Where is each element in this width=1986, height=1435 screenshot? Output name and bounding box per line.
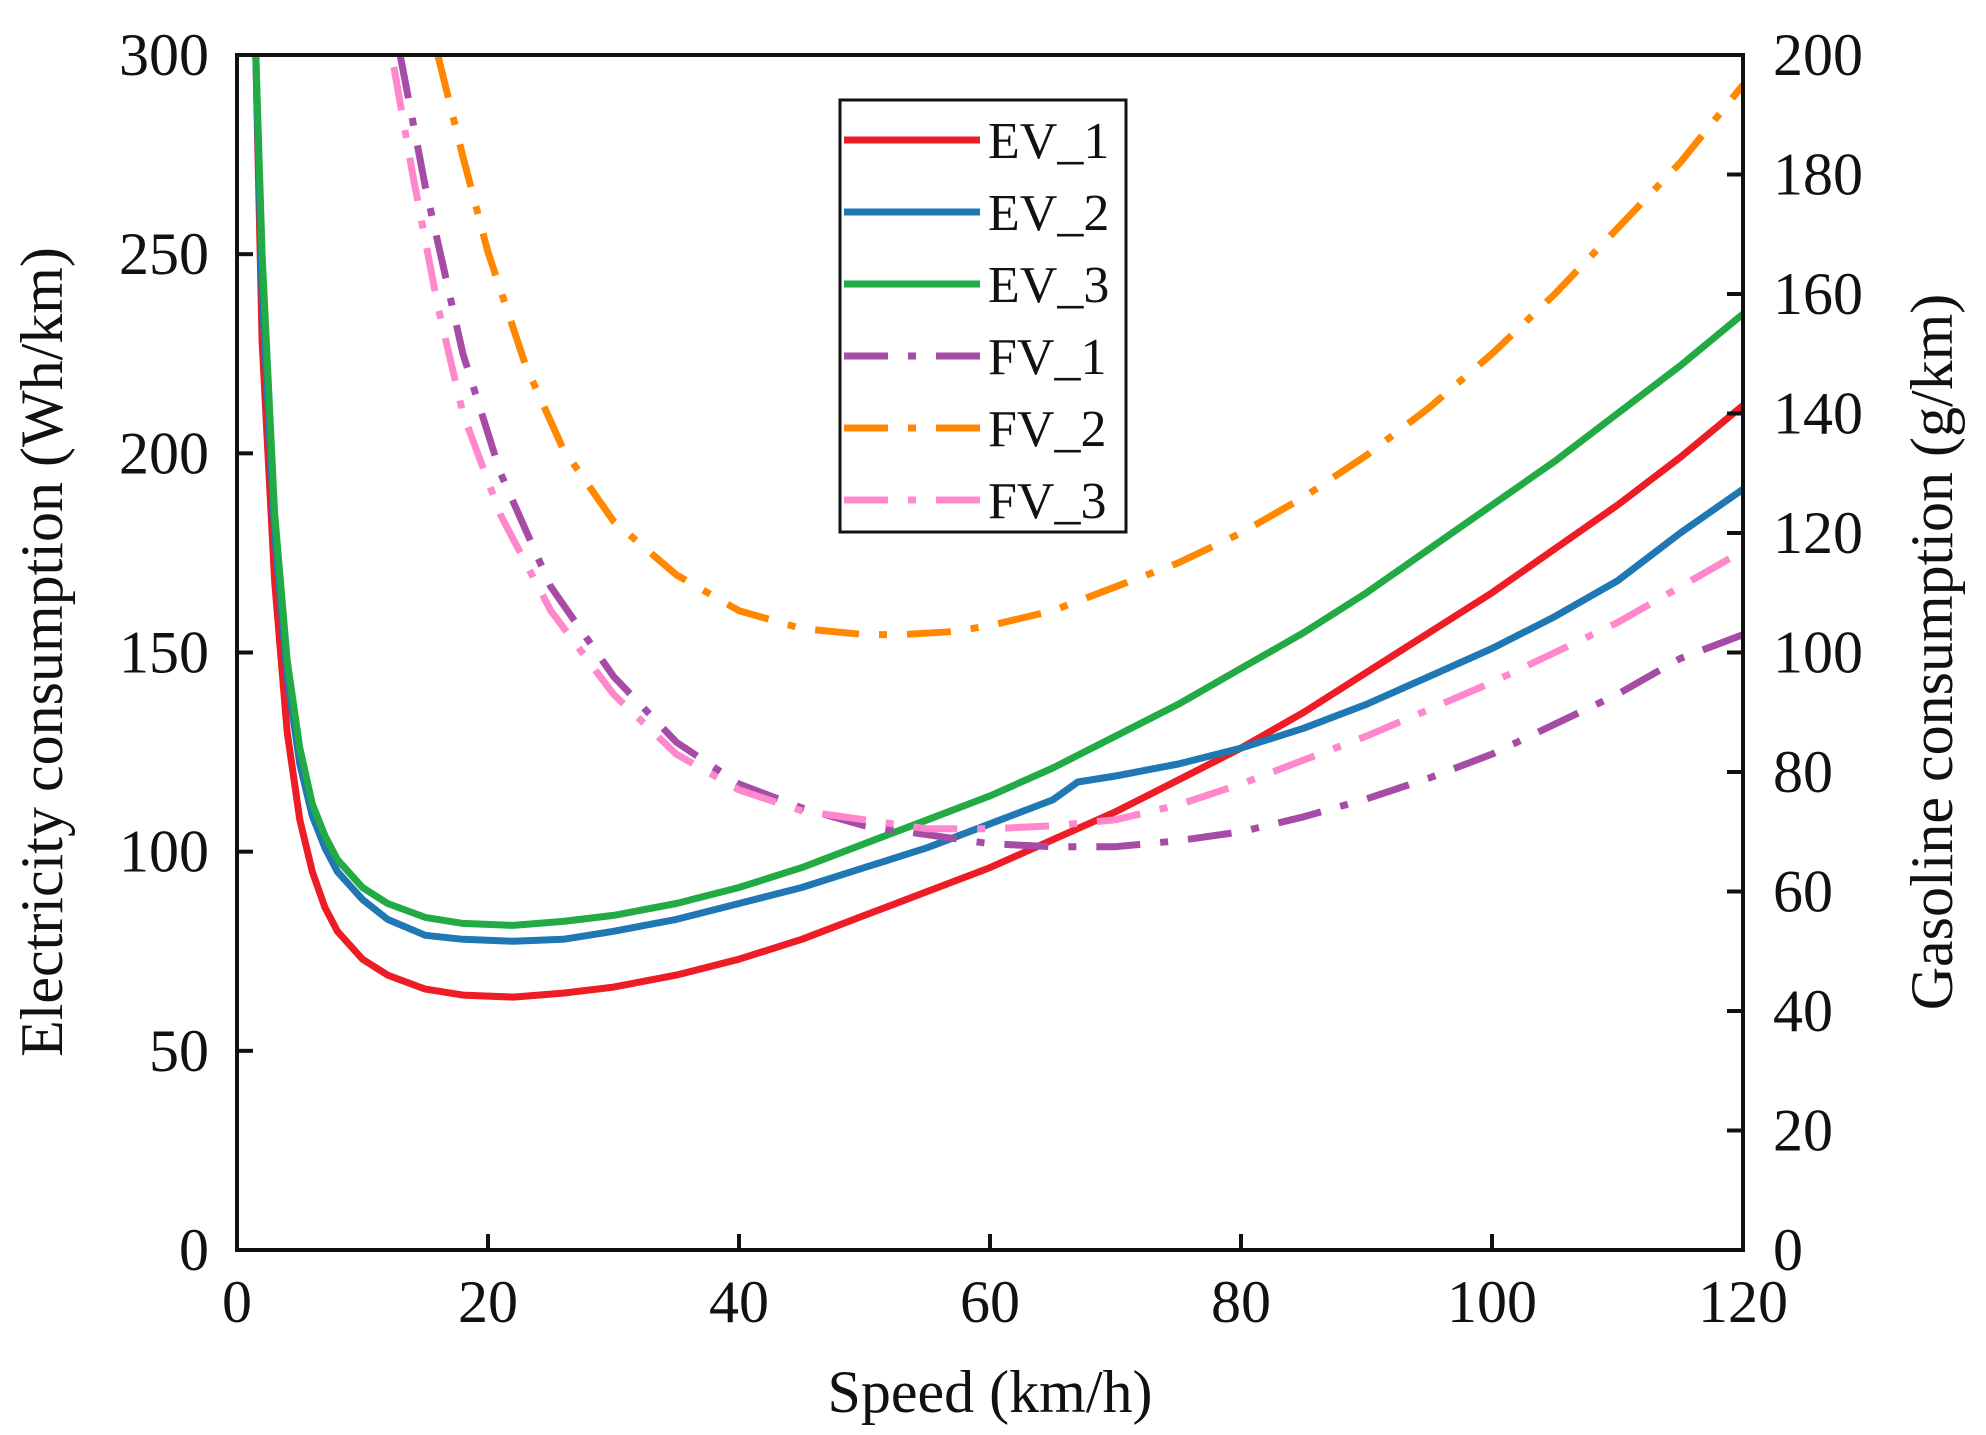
series-line-ev-3 bbox=[252, 55, 1743, 929]
x-tick-label: 60 bbox=[960, 1269, 1020, 1335]
y-tick-label: 0 bbox=[179, 1217, 209, 1283]
y2-tick-label: 20 bbox=[1773, 1098, 1833, 1164]
y-tick-label: 200 bbox=[119, 420, 209, 486]
y2-tick-label: 40 bbox=[1773, 978, 1833, 1044]
y2-axis-title: Gasoline consumption (g/km) bbox=[1899, 294, 1965, 1011]
x-tick-label: 80 bbox=[1211, 1269, 1271, 1335]
legend-label-ev-1: EV_1 bbox=[988, 113, 1109, 170]
y-axis-title: Electricity consumption (Wh/km) bbox=[9, 247, 75, 1057]
x-tick-label: 0 bbox=[222, 1269, 252, 1335]
y2-tick-label: 60 bbox=[1773, 859, 1833, 925]
y-tick-label: 100 bbox=[119, 819, 209, 885]
series-line-fv-3 bbox=[390, 66, 1743, 833]
y2-tick-label: 180 bbox=[1773, 142, 1863, 208]
series-line-fv-2 bbox=[434, 55, 1743, 639]
y2-tick-label: 200 bbox=[1773, 22, 1863, 88]
y-tick-label: 250 bbox=[119, 221, 209, 287]
y-tick-label: 300 bbox=[119, 22, 209, 88]
x-tick-label: 120 bbox=[1698, 1269, 1788, 1335]
legend-label-fv-1: FV_1 bbox=[988, 329, 1106, 386]
y2-tick-label: 0 bbox=[1773, 1217, 1803, 1283]
legend-label-fv-2: FV_2 bbox=[988, 401, 1106, 458]
legend-label-fv-3: FV_3 bbox=[988, 473, 1106, 530]
x-tick-label: 40 bbox=[709, 1269, 769, 1335]
x-tick-label: 20 bbox=[458, 1269, 518, 1335]
x-axis-title: Speed (km/h) bbox=[828, 1359, 1153, 1425]
y2-tick-label: 100 bbox=[1773, 620, 1863, 686]
x-tick-label: 100 bbox=[1447, 1269, 1537, 1335]
y-tick-label: 150 bbox=[119, 620, 209, 686]
legend-label-ev-3: EV_3 bbox=[988, 257, 1109, 314]
y2-tick-label: 80 bbox=[1773, 739, 1833, 805]
series-line-ev-1 bbox=[252, 55, 1743, 1001]
legend: EV_1 EV_2 EV_3 FV_1 FV_2 FV_3 bbox=[838, 98, 1128, 534]
legend-label-ev-2: EV_2 bbox=[988, 185, 1109, 242]
y2-tick-label: 120 bbox=[1773, 500, 1863, 566]
series-line-fv-1 bbox=[396, 55, 1743, 851]
y-tick-label: 50 bbox=[149, 1018, 209, 1084]
legend-box bbox=[838, 98, 1128, 534]
series-layer bbox=[252, 55, 1743, 1001]
y2-tick-label: 160 bbox=[1773, 261, 1863, 327]
series-line-ev-2 bbox=[252, 55, 1743, 945]
ticks-layer: 0 20 40 60 80 100 1200501001502002503000204060… bbox=[119, 22, 1863, 1335]
y2-tick-label: 140 bbox=[1773, 381, 1863, 447]
